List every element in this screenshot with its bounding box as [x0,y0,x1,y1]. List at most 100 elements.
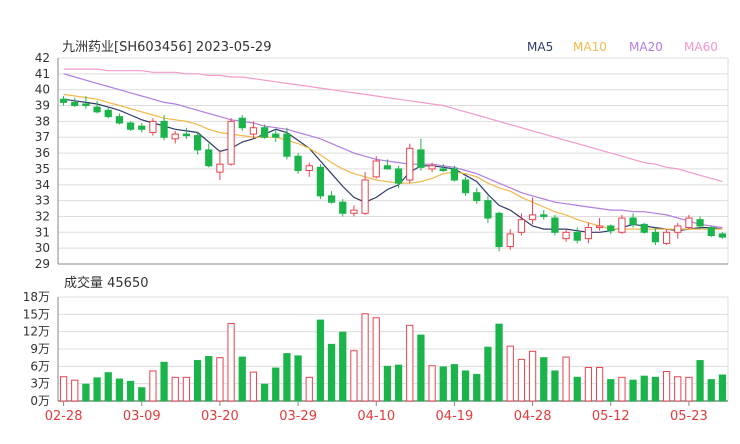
candle [618,214,626,234]
candle [138,122,146,133]
volume-tick-label: 6万 [30,359,50,373]
volume-bar-up [595,366,604,402]
price-tick-label: 41 [35,67,50,81]
candle [71,97,79,108]
price-tick-label: 37 [35,130,50,144]
ma-line-ma20 [63,73,723,229]
candle [439,164,447,173]
volume-bar-up [618,376,626,402]
candle [272,129,280,142]
volume-bar-down [473,373,481,402]
candle-body-down [93,106,101,113]
price-tick-label: 32 [35,209,50,223]
volume-bar-up [662,371,671,402]
candle [629,213,637,228]
candle-body-down [126,122,135,130]
candle [428,162,436,173]
candle [339,199,347,217]
volume-bar-up [350,350,358,402]
candle [685,214,693,230]
candle [551,214,559,236]
volume-bar-down [104,372,112,402]
price-tick-label: 36 [35,146,50,160]
candle [238,115,246,131]
candle [394,165,403,188]
volume-bar-down [573,376,581,402]
volume-bar-down [272,367,280,402]
candle-body-up [528,214,537,221]
volume-bar-up [428,365,436,402]
volume-bar-down [316,319,325,402]
volume-tick-label: 18万 [23,290,50,304]
volume-bar-down [82,383,90,402]
candle [193,132,202,155]
candle-body-down [182,133,191,137]
candle [383,159,392,170]
volume-bar-up [674,376,682,402]
volume-bar-down [696,360,704,402]
candle-body-down [607,225,615,232]
candle-body-up [662,231,671,244]
candle [372,156,380,179]
volume-bar-down [283,353,291,402]
volume-bar-down [651,376,660,402]
candle [327,191,336,204]
volume-bar-up [517,358,526,402]
volume-tick-label: 3万 [30,377,50,391]
candle [584,222,593,244]
volume-bar-down [540,357,548,402]
volume-bar-down [294,355,302,402]
price-tick-label: 33 [35,194,50,208]
volume-bar-down [707,379,715,402]
candle [93,100,101,114]
volume-bar-up [171,376,179,402]
candle-body-down [283,133,291,157]
candle [305,162,313,177]
candle-body-up [227,120,235,165]
date-tick-label: 03-20 [201,409,239,424]
price-tick-label: 38 [35,114,50,128]
candle [495,211,503,252]
candle [473,187,481,204]
volume-bar-up [71,379,79,402]
volume-bar-down [138,387,146,402]
volume-bar-down [238,356,246,402]
candle-body-down [394,168,403,184]
candle-body-up [305,165,313,172]
volume-bar-down [115,378,124,402]
price-tick-label: 35 [35,162,50,176]
ma-legend: MA5 MA10 MA20 MA60 [527,40,718,54]
candle [283,127,291,160]
date-tick-label: 04-19 [436,409,474,424]
candle [562,229,570,242]
volume-bar-down [718,374,727,402]
candle [205,143,213,168]
price-tick-label: 42 [35,51,50,65]
volume-bar-down [383,365,392,402]
candle [696,216,704,230]
volume-bar-down [439,366,447,402]
candle-body-up [149,120,157,133]
candle [59,96,68,106]
volume-tick-label: 15万 [23,307,50,321]
volume-bar-up [406,324,414,402]
volume-bar-down [205,356,213,402]
legend-ma60: MA60 [684,40,718,54]
candle-body-down [205,149,213,167]
candlesticks [59,96,727,252]
candle [82,96,90,109]
volume-tick-label: 9万 [30,342,50,356]
candle-body-down [640,223,648,233]
candle [506,229,514,250]
candle [104,107,112,119]
candle-body-up [171,133,179,140]
candle-body-down [461,179,470,194]
candle-body-up [216,163,224,173]
candle-body-up [350,209,358,214]
candle-body-up [406,147,414,181]
candle [484,195,492,223]
volume-bar-up [216,357,224,402]
volume-bar-up [372,317,380,402]
candle [651,227,660,245]
